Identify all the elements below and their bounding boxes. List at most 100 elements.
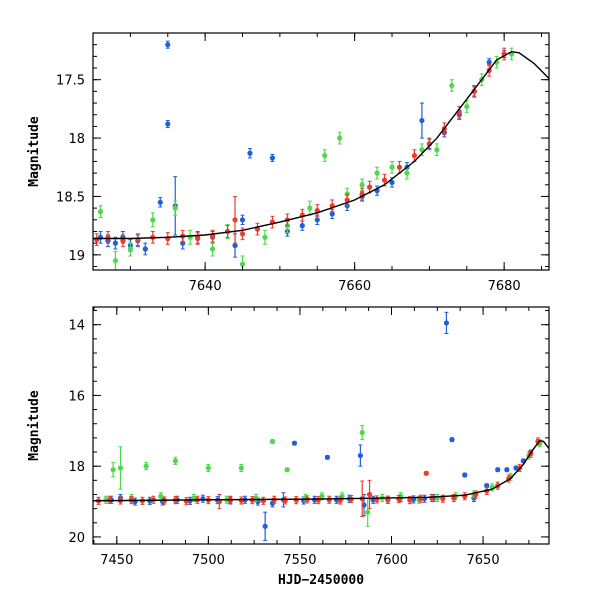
data-point — [238, 465, 244, 471]
x-tick-label: 7450 — [100, 553, 133, 568]
data-point — [239, 231, 246, 237]
data-point — [314, 217, 320, 223]
data-point — [324, 454, 331, 460]
data-point — [127, 246, 133, 252]
data-point — [97, 209, 104, 215]
data-point — [396, 164, 403, 170]
y-tick-label: 17.5 — [56, 74, 85, 89]
plot-area — [93, 40, 549, 270]
data-point — [165, 121, 171, 127]
data-point — [359, 429, 365, 436]
data-point — [269, 155, 276, 161]
data-point — [232, 242, 238, 249]
data-point — [462, 472, 468, 478]
data-point — [307, 205, 313, 211]
data-point — [366, 184, 373, 190]
panel-bottom: 7450 7500 7550 7600 7650 14 16 18 20 Magnitude HJD… — [27, 306, 550, 588]
data-point — [106, 497, 113, 503]
data-point — [419, 147, 425, 153]
data-point — [262, 234, 268, 240]
data-point — [357, 452, 363, 459]
data-point — [326, 497, 332, 503]
y-axis-title: Magnitude — [27, 390, 42, 461]
y-tick-label: 18 — [68, 460, 85, 475]
data-point — [284, 467, 290, 473]
axes-frame — [92, 306, 550, 545]
model-curve — [93, 439, 549, 502]
data-point — [232, 217, 238, 223]
data-point — [165, 42, 171, 48]
data-point — [269, 438, 276, 445]
data-point — [423, 470, 429, 476]
y-tick-label: 18.5 — [56, 190, 85, 205]
data-point — [329, 211, 335, 217]
data-point — [513, 465, 519, 471]
data-point — [299, 223, 305, 229]
data-point — [239, 217, 246, 223]
data-point — [504, 467, 510, 473]
data-point — [150, 217, 156, 223]
data-point — [434, 147, 440, 153]
data-point — [238, 497, 244, 504]
data-point — [411, 152, 418, 159]
data-point — [239, 261, 246, 267]
data-point — [359, 182, 365, 188]
data-point — [449, 437, 455, 443]
data-point — [117, 465, 124, 471]
x-tick-label: 7660 — [338, 279, 371, 294]
plot-area — [93, 311, 549, 541]
data-point — [404, 170, 410, 176]
x-axis: 7450 7500 7550 7600 7650 — [93, 307, 530, 568]
data-point — [449, 82, 455, 89]
data-point — [142, 246, 148, 252]
data-point — [486, 59, 492, 65]
data-point — [157, 199, 163, 205]
data-point — [315, 497, 321, 503]
data-point — [172, 205, 178, 211]
data-point — [112, 258, 119, 264]
y-axis: 17.5 18 18.5 19 — [56, 32, 549, 267]
data-point — [451, 495, 457, 501]
data-point — [172, 458, 179, 464]
data-point — [205, 465, 211, 471]
data-point — [120, 238, 126, 244]
data-point — [374, 170, 380, 176]
panel-top: 7640 7660 7680 17.5 18 18.5 19 Magnitude — [27, 32, 550, 294]
data-point — [143, 463, 149, 469]
y-axis: 14 16 18 20 — [68, 310, 549, 546]
data-point — [495, 467, 501, 473]
data-point — [337, 135, 343, 141]
data-point — [291, 440, 298, 446]
data-point — [407, 497, 413, 503]
data-point — [344, 197, 350, 203]
data-point — [366, 491, 373, 498]
x-axis: 7640 7660 7680 — [92, 33, 543, 294]
data-point — [440, 496, 446, 502]
axes-frame — [92, 32, 550, 271]
data-point — [429, 495, 435, 501]
data-point — [158, 493, 164, 499]
data-point — [535, 438, 541, 445]
data-point — [247, 150, 253, 156]
y-tick-label: 18 — [68, 132, 85, 147]
data-point — [419, 117, 425, 124]
data-point — [322, 152, 328, 159]
data-point — [110, 467, 116, 473]
x-tick-label: 7600 — [375, 553, 408, 568]
data-point — [112, 240, 119, 246]
x-tick-label: 7640 — [189, 279, 222, 294]
x-tick-label: 7650 — [467, 553, 500, 568]
x-tick-label: 7550 — [283, 553, 316, 568]
data-point — [381, 177, 388, 183]
data-point — [365, 509, 371, 515]
x-tick-label: 7680 — [488, 279, 521, 294]
data-point — [389, 179, 395, 186]
model-curve — [93, 50, 549, 240]
data-point — [210, 246, 216, 252]
data-point — [443, 320, 450, 326]
data-point — [319, 493, 325, 499]
y-tick-label: 20 — [68, 531, 85, 546]
y-tick-label: 16 — [68, 389, 85, 404]
